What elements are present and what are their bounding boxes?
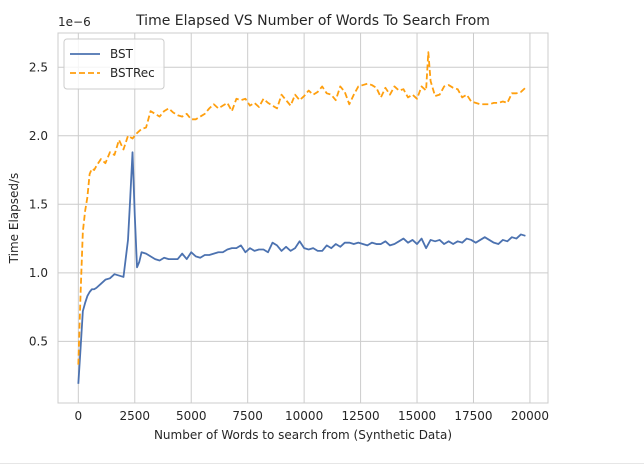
y-tick-label: 2.5 — [29, 60, 48, 74]
series-lines — [77, 51, 527, 384]
plot-border — [57, 32, 549, 404]
series-line-bstrec — [77, 51, 527, 365]
x-tick-label: 10000 — [285, 409, 323, 423]
y-axis-label: Time Elapsed/s — [7, 173, 21, 265]
x-tick-label: 20000 — [511, 409, 549, 423]
legend-box — [63, 38, 165, 90]
y-axis-offset-label: 1e−6 — [58, 15, 91, 29]
legend: BST BSTRec — [63, 38, 165, 90]
chart-title: Time Elapsed VS Number of Words To Searc… — [135, 13, 490, 29]
x-tick-label: 2500 — [120, 409, 151, 423]
y-tick-label: 0.5 — [29, 334, 48, 348]
x-axis-label: Number of Words to search from (Syntheti… — [154, 428, 452, 442]
x-tick-label: 15000 — [398, 409, 436, 423]
legend-label-bst: BST — [110, 47, 134, 61]
y-tick-label: 1.0 — [29, 266, 48, 280]
y-tick-label: 2.0 — [29, 129, 48, 143]
series-line-bst — [77, 151, 526, 384]
x-tick-label: 12500 — [341, 409, 379, 423]
x-tick-label: 0 — [75, 409, 83, 423]
grid-lines — [58, 33, 548, 403]
x-tick-label: 7500 — [232, 409, 263, 423]
x-tick-label: 17500 — [454, 409, 492, 423]
legend-label-bstrec: BSTRec — [110, 66, 155, 80]
x-axis-ticks: 0 2500 5000 7500 10000 12500 15000 17500 20000 — [75, 409, 550, 423]
y-tick-label: 1.5 — [29, 197, 48, 211]
x-tick-label: 5000 — [176, 409, 207, 423]
bottom-divider — [0, 463, 644, 464]
y-axis-ticks: 0.5 1.0 1.5 2.0 2.5 — [29, 60, 48, 348]
